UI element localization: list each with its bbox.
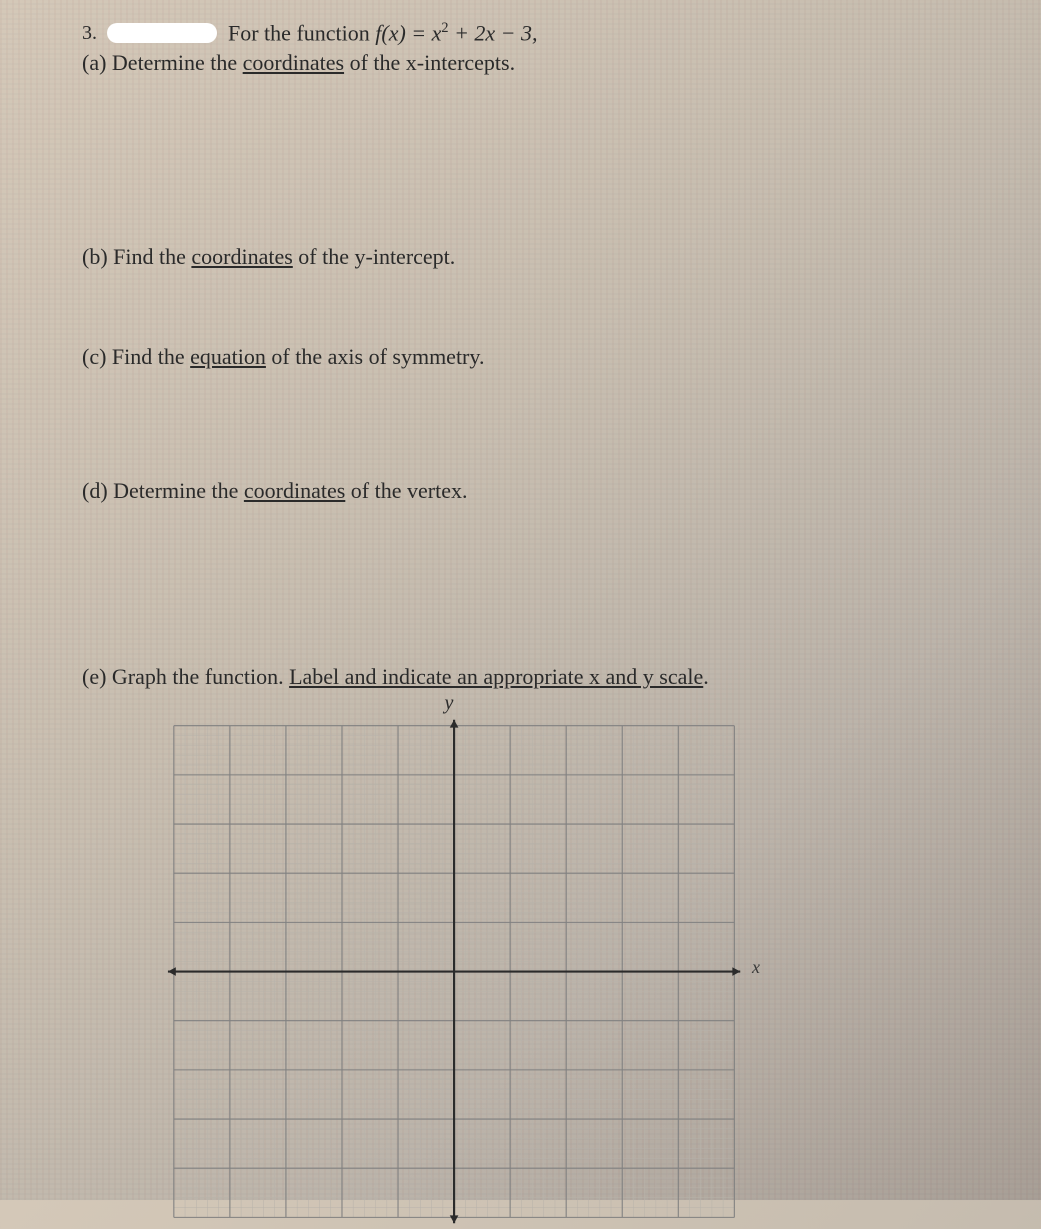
part-b-before: Find the	[113, 244, 191, 269]
part-d-underlined: coordinates	[244, 478, 345, 503]
part-e-underlined: Label and indicate an appropriate x and …	[289, 664, 703, 689]
part-a: (a) Determine the coordinates of the x-i…	[82, 50, 1001, 76]
part-b-label: (b)	[82, 244, 113, 269]
part-d-after: of the vertex.	[345, 478, 467, 503]
function-rhs: + 2x − 3,	[449, 20, 538, 45]
part-b-after: of the y-intercept.	[293, 244, 456, 269]
part-a-after: of the x-intercepts.	[344, 50, 515, 75]
y-axis-label: y	[164, 692, 734, 715]
part-c-after: of the axis of symmetry.	[266, 344, 485, 369]
function-exponent: 2	[441, 20, 448, 36]
intro-text: For the function	[228, 20, 375, 45]
problem-intro: 3. For the function f(x) = x2 + 2x − 3,	[82, 20, 1001, 46]
part-b: (b) Find the coordinates of the y-interc…	[82, 244, 1001, 270]
part-a-label: (a)	[82, 50, 112, 75]
function-lhs: f(x) = x	[375, 20, 441, 45]
part-c-before: Find the	[112, 344, 190, 369]
part-d-before: Determine the	[113, 478, 244, 503]
part-d: (d) Determine the coordinates of the ver…	[82, 478, 1001, 504]
part-e: (e) Graph the function. Label and indica…	[82, 664, 1001, 690]
part-d-label: (d)	[82, 478, 113, 503]
part-e-before: Graph the function.	[112, 664, 289, 689]
x-axis-label: x	[752, 957, 760, 978]
coordinate-grid	[164, 719, 754, 1229]
part-a-before: Determine the	[112, 50, 243, 75]
part-b-underlined: coordinates	[191, 244, 292, 269]
problem-number: 3.	[82, 22, 97, 44]
part-a-underlined: coordinates	[243, 50, 344, 75]
worksheet-page: 3. For the function f(x) = x2 + 2x − 3, …	[0, 0, 1041, 1229]
redaction-mark	[107, 23, 217, 43]
part-e-after: .	[703, 664, 709, 689]
part-c-underlined: equation	[190, 344, 266, 369]
graph-container: x	[164, 719, 754, 1229]
part-c-label: (c)	[82, 344, 112, 369]
part-e-label: (e)	[82, 664, 112, 689]
part-c: (c) Find the equation of the axis of sym…	[82, 344, 1001, 370]
